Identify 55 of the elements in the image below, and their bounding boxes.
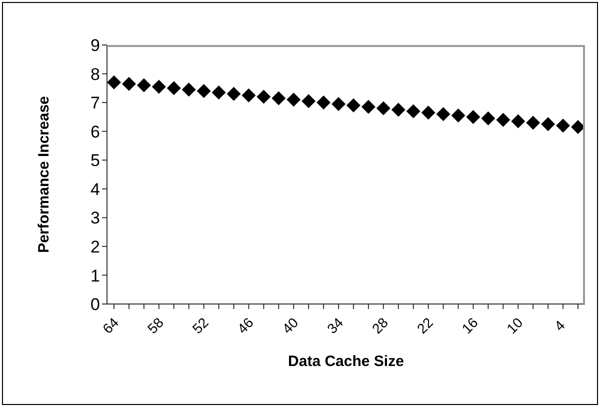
x-tick-label: 34 xyxy=(324,314,346,337)
x-tick-label: 22 xyxy=(414,314,436,337)
point xyxy=(332,96,346,111)
point xyxy=(496,112,510,127)
y-axis-title: Performance Increase xyxy=(35,96,52,253)
point xyxy=(361,100,376,114)
point xyxy=(466,110,480,124)
point xyxy=(226,86,241,101)
y-tick-label: 1 xyxy=(90,266,100,286)
point xyxy=(571,120,585,134)
point xyxy=(302,94,316,108)
x-tick-label: 40 xyxy=(278,314,302,337)
x-tick-label: 10 xyxy=(503,314,526,337)
y-tick-label: 5 xyxy=(90,151,100,170)
point xyxy=(391,102,406,117)
y-tick-label: 2 xyxy=(90,237,100,256)
point xyxy=(376,101,390,116)
point xyxy=(196,84,211,98)
point xyxy=(316,96,331,110)
point xyxy=(212,85,226,100)
y-tick-label: 4 xyxy=(90,180,100,199)
point xyxy=(136,78,151,92)
point xyxy=(541,117,556,132)
point xyxy=(346,98,360,112)
point xyxy=(286,92,301,107)
x-axis-title: Data Cache Size xyxy=(288,353,404,370)
x-tick-label: 46 xyxy=(234,314,256,337)
point xyxy=(511,114,526,128)
point xyxy=(166,81,181,96)
y-tick-label: 3 xyxy=(90,208,100,228)
y-tick-label: 8 xyxy=(90,64,100,84)
point xyxy=(406,104,420,118)
point xyxy=(122,76,136,91)
y-tick-label: 7 xyxy=(90,94,100,113)
point xyxy=(242,88,256,102)
point xyxy=(272,91,286,106)
x-tick-label: 64 xyxy=(99,314,122,337)
point xyxy=(421,106,436,120)
point xyxy=(436,107,450,122)
x-tick-label: 52 xyxy=(189,314,212,337)
point xyxy=(481,111,496,126)
point xyxy=(256,90,271,104)
point xyxy=(451,108,466,123)
x-tick-label: 4 xyxy=(551,316,568,334)
point xyxy=(182,82,196,97)
point xyxy=(556,118,570,133)
point xyxy=(107,75,121,90)
x-tick-label: 58 xyxy=(144,314,167,337)
y-tick-label: 0 xyxy=(90,295,100,314)
x-tick-label: 16 xyxy=(458,314,481,337)
y-tick-label: 9 xyxy=(90,36,100,56)
x-tick-label: 28 xyxy=(368,314,392,337)
point xyxy=(526,116,540,130)
y-tick-label: 6 xyxy=(90,122,100,142)
point xyxy=(152,80,166,94)
